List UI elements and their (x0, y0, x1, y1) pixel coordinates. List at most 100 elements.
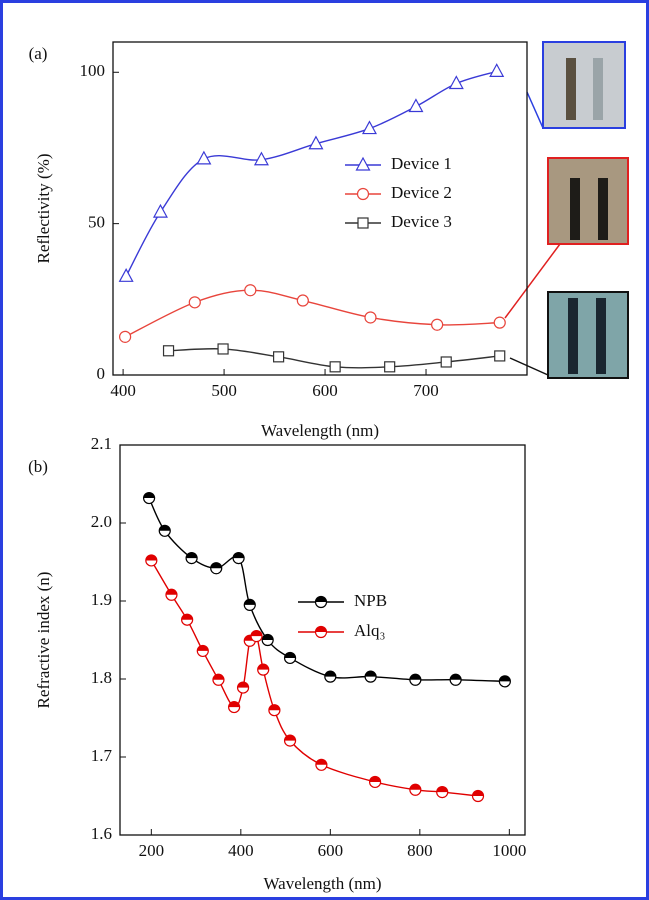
marker (232, 551, 245, 565)
x-tick-label: 400 (228, 841, 254, 860)
plot-frame (119, 444, 526, 836)
marker (212, 673, 225, 686)
marker (185, 551, 198, 565)
marker-half (262, 634, 274, 640)
marker (329, 361, 341, 373)
marker-half (436, 786, 448, 793)
plot-frame (112, 41, 528, 376)
x-tick-label: 600 (318, 841, 344, 860)
marker (409, 783, 422, 796)
marker-half (212, 674, 224, 680)
marker-half (472, 790, 484, 796)
legend-label: NPB (354, 591, 387, 610)
marker (253, 151, 269, 166)
marker (296, 294, 309, 307)
marker-half (143, 492, 155, 499)
inset-photo-1 (526, 41, 626, 129)
marker (268, 704, 281, 717)
marker (449, 673, 462, 686)
marker-half (284, 735, 296, 741)
marker (250, 629, 263, 643)
marker-half (228, 701, 240, 708)
marker-half (210, 562, 222, 569)
x-tick-label: 200 (139, 841, 165, 860)
marker (196, 150, 212, 165)
marker (471, 789, 485, 803)
marker (498, 675, 511, 688)
y-axis-title: Refractive index (n) (34, 572, 53, 709)
marker (217, 343, 229, 355)
marker-half (233, 552, 245, 559)
x-tick-label: 600 (312, 381, 338, 400)
marker (181, 613, 194, 626)
marker-half (499, 675, 511, 682)
marker (145, 554, 158, 567)
y-tick-label: 1.9 (91, 590, 112, 609)
marker (165, 588, 178, 601)
marker (408, 98, 424, 113)
marker-half (244, 599, 256, 605)
panel-label: (a) (29, 44, 48, 63)
marker (210, 562, 223, 575)
x-tick-label: 700 (413, 381, 439, 400)
marker-half (186, 552, 198, 559)
marker (361, 120, 377, 135)
marker-half (181, 614, 193, 620)
marker (273, 351, 285, 363)
marker (236, 681, 250, 694)
marker (283, 651, 297, 665)
marker (431, 318, 444, 331)
marker (440, 356, 452, 368)
x-axis-title: Wavelength (nm) (261, 421, 379, 440)
marker (162, 345, 175, 357)
marker (188, 296, 201, 309)
marker-half (315, 759, 327, 765)
y-tick-label: 1.7 (91, 746, 113, 765)
marker (228, 700, 241, 714)
marker-half (237, 682, 249, 688)
marker-half (197, 645, 209, 651)
marker-half (268, 704, 280, 711)
legend-label: Device 1 (391, 154, 452, 173)
marker-half (250, 630, 262, 637)
y-tick-label: 1.6 (91, 824, 112, 843)
marker (119, 330, 132, 343)
marker (494, 350, 506, 362)
marker (283, 734, 297, 747)
marker-half (315, 626, 327, 632)
legend-label: Alq₃ (354, 621, 386, 640)
marker (409, 673, 422, 686)
marker (315, 758, 328, 771)
marker (314, 595, 328, 609)
marker-half (409, 784, 421, 790)
marker (142, 491, 156, 505)
y-tick-label: 0 (97, 364, 106, 383)
inset-photo-2 (504, 157, 629, 319)
marker-half (369, 776, 381, 782)
marker (314, 625, 328, 639)
marker (364, 311, 377, 324)
y-tick-label: 2.1 (91, 434, 112, 453)
y-tick-label: 2.0 (91, 512, 112, 531)
marker-half (159, 525, 171, 531)
marker-half (450, 674, 462, 680)
y-tick-label: 50 (88, 213, 105, 232)
marker (261, 633, 274, 647)
marker (448, 75, 464, 90)
marker-half (315, 596, 327, 602)
marker (196, 644, 209, 658)
legend-label: Device 2 (391, 183, 452, 202)
marker-half (145, 554, 157, 561)
marker (384, 361, 396, 373)
marker-half (365, 671, 377, 677)
y-axis-title: Reflectivity (%) (34, 154, 53, 264)
marker (158, 524, 171, 537)
marker (436, 785, 449, 799)
y-tick-label: 100 (80, 61, 106, 80)
marker (364, 670, 377, 683)
marker (244, 284, 257, 297)
x-tick-label: 1000 (492, 841, 526, 860)
marker (368, 775, 382, 789)
